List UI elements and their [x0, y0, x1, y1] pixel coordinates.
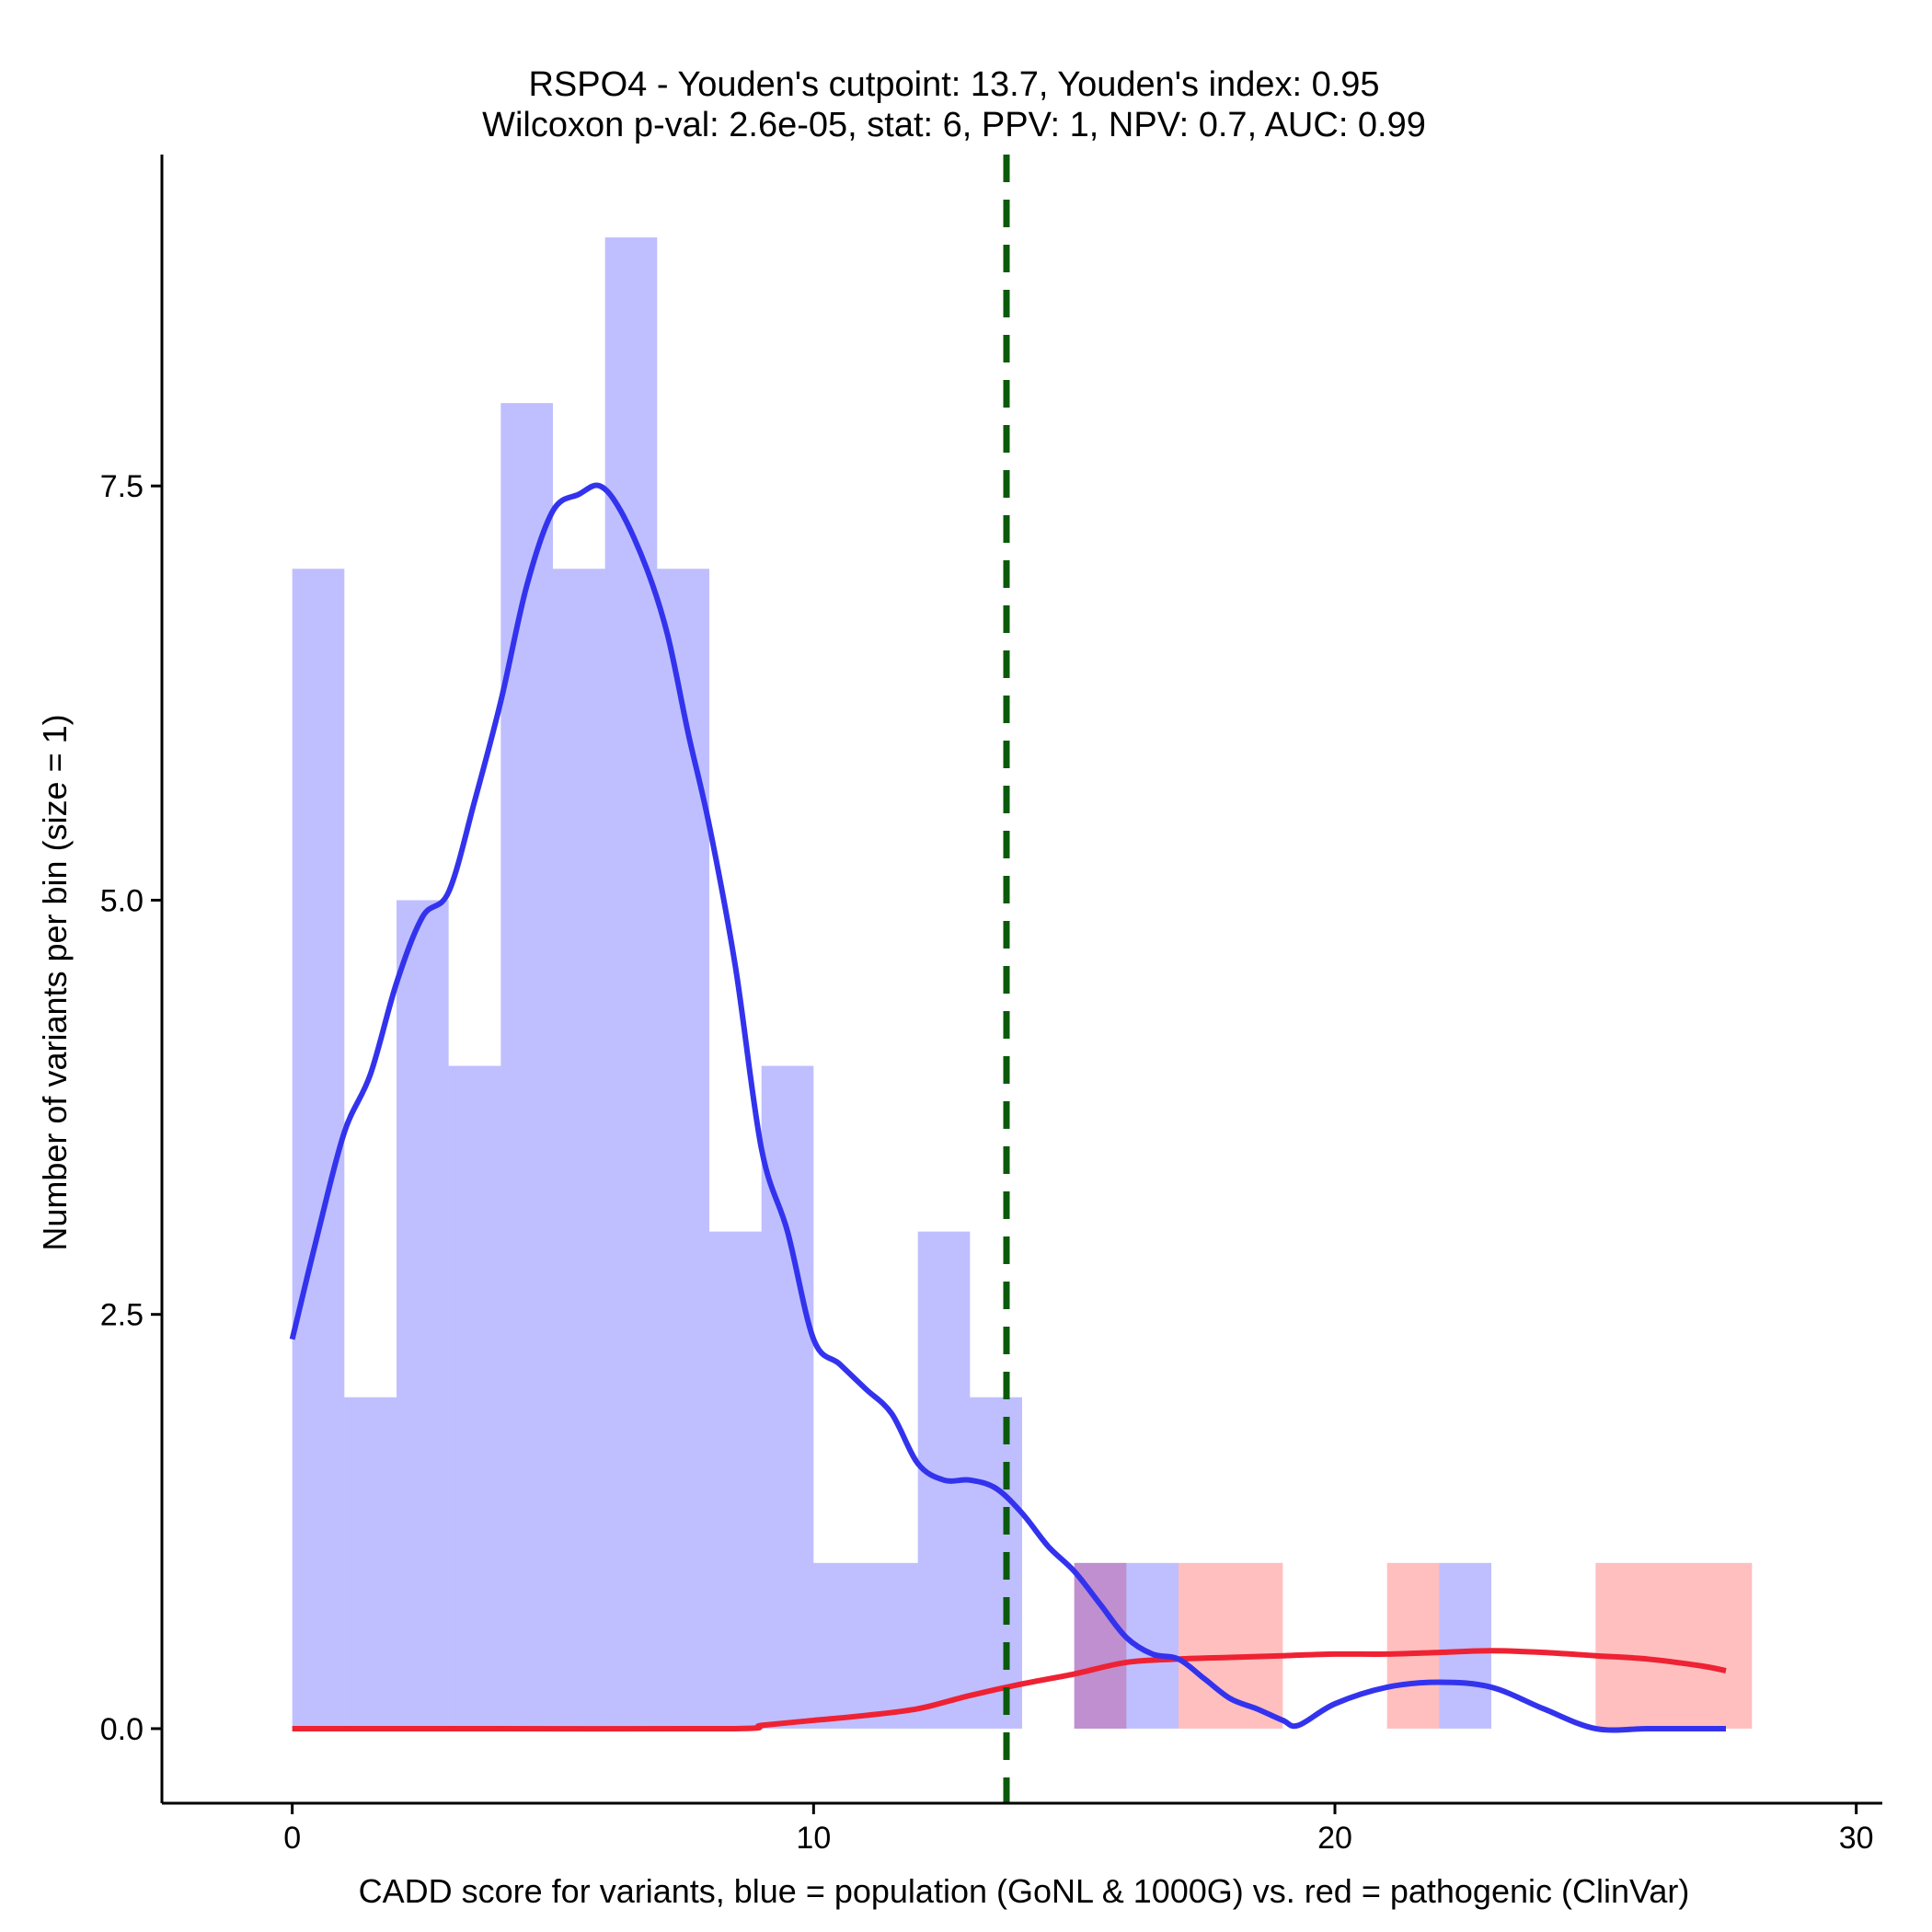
population-bar-6: [604, 237, 658, 1729]
y-tick-label-1: 2.5: [100, 1298, 144, 1333]
x-axis-label: CADD score for variants, blue = populati…: [359, 1872, 1690, 1910]
population-bar-3: [448, 1065, 501, 1729]
population-bar-2: [397, 900, 449, 1729]
pathogenic-bar-3: [1386, 1562, 1440, 1729]
chart-title-line-1: RSPO4 - Youden's cutpoint: 13.7, Youden'…: [528, 65, 1379, 104]
x-tick-label-1: 10: [796, 1821, 831, 1856]
chart-title-line-2: Wilcoxon p-val: 2.6e-05, stat: 6, PPV: 1…: [482, 106, 1426, 144]
histogram-bars: [292, 237, 1753, 1729]
y-axis-label: Number of variants per bin (size = 1): [36, 714, 74, 1250]
y-tick-label-3: 7.5: [100, 469, 144, 504]
population-bar-10: [813, 1562, 866, 1729]
population-bar-13: [970, 1397, 1022, 1729]
population-bar-7: [657, 569, 709, 1729]
population-bar-14: [1074, 1562, 1127, 1729]
population-density-line: [289, 482, 1726, 1733]
x-tick-label-3: 30: [1839, 1821, 1874, 1856]
pathogenic-density-line: [292, 1648, 1727, 1732]
pathogenic-bar-0: [1074, 1562, 1127, 1729]
population-bar-4: [500, 403, 553, 1729]
population-bar-9: [761, 1065, 814, 1729]
pathogenic-bar-5: [1648, 1562, 1700, 1729]
pathogenic-bar-4: [1595, 1562, 1648, 1729]
axes: [160, 155, 1882, 1805]
population-bar-8: [709, 1231, 762, 1729]
population-bar-16: [1439, 1562, 1491, 1729]
axis-ticks: 0 10 20 30 0.0 2.5 5.0 7.5: [100, 469, 1874, 1856]
population-bar-5: [553, 569, 605, 1729]
density-curves: [289, 482, 1727, 1733]
pathogenic-bar-6: [1699, 1562, 1753, 1729]
x-tick-label-2: 20: [1317, 1821, 1352, 1856]
y-tick-label-2: 5.0: [100, 883, 144, 918]
population-bar-11: [866, 1562, 918, 1729]
population-bar-1: [344, 1397, 397, 1729]
x-tick-label-0: 0: [283, 1821, 301, 1856]
chart-title: RSPO4 - Youden's cutpoint: 13.7, Youden'…: [482, 65, 1426, 144]
pathogenic-bar-1: [1179, 1562, 1231, 1729]
y-tick-label-0: 0.0: [100, 1712, 144, 1747]
population-bar-0: [292, 569, 345, 1729]
